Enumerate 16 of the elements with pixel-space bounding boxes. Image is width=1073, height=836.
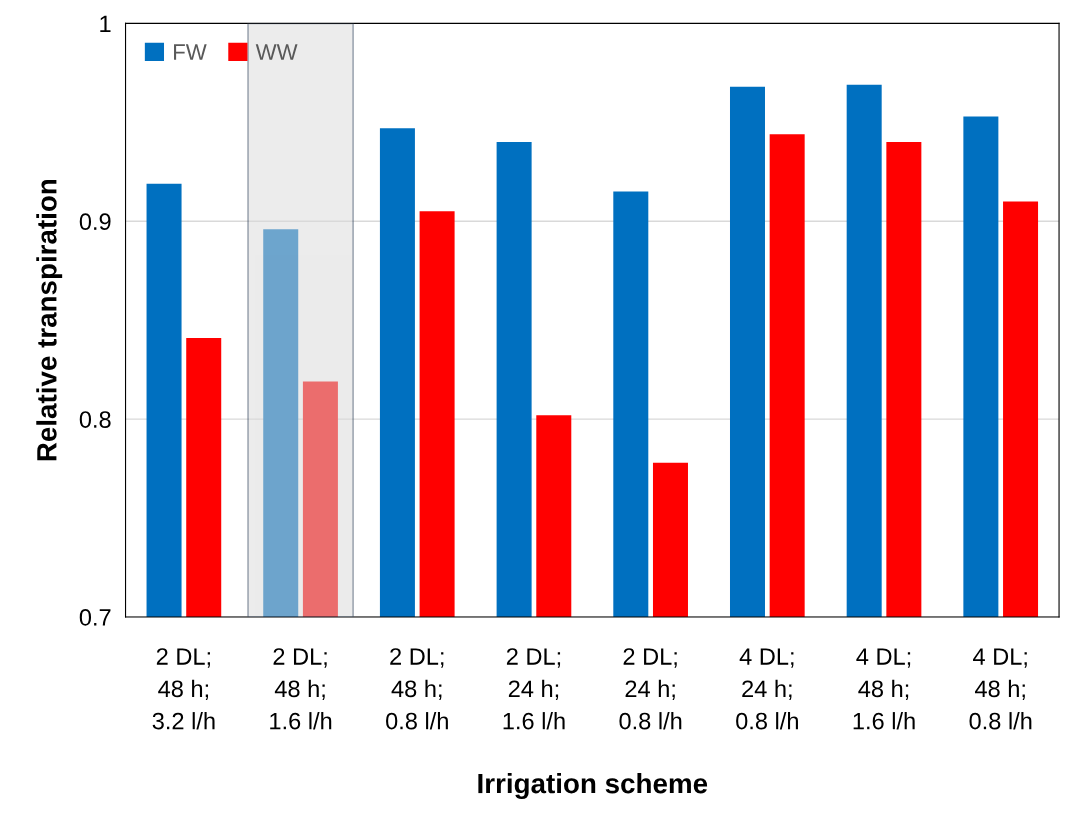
y-tick-label: 0.7 (79, 609, 111, 626)
x-tick-label: 4 DL; 48 h; 1.6 l/h (853, 648, 915, 730)
y-tick-label: 0.9 (79, 213, 111, 231)
x-tick-label: 4 DL; 48 h; 0.8 l/h (969, 648, 1032, 730)
y-tick-label: 1 (100, 15, 111, 32)
x-tick-label: 2 DL; 48 h; 1.6 l/h (270, 648, 332, 730)
x-tick-label: 4 DL; 24 h; 0.8 l/h (736, 648, 798, 730)
x-tick-label: 2 DL; 24 h; 1.6 l/h (503, 648, 565, 730)
y-tick-label: 0.8 (79, 411, 111, 428)
legend-label: WW (255, 44, 298, 60)
x-axis-title: Irrigation scheme (478, 772, 708, 799)
x-tick-label: 2 DL; 48 h; 3.2 l/h (152, 648, 215, 730)
x-tick-label: 2 DL; 48 h; 0.8 l/h (386, 648, 448, 730)
legend-label: FW (174, 44, 207, 60)
x-tick-label: 2 DL; 24 h; 0.8 l/h (619, 648, 682, 730)
y-axis-title: Relative transpiration (36, 179, 63, 461)
